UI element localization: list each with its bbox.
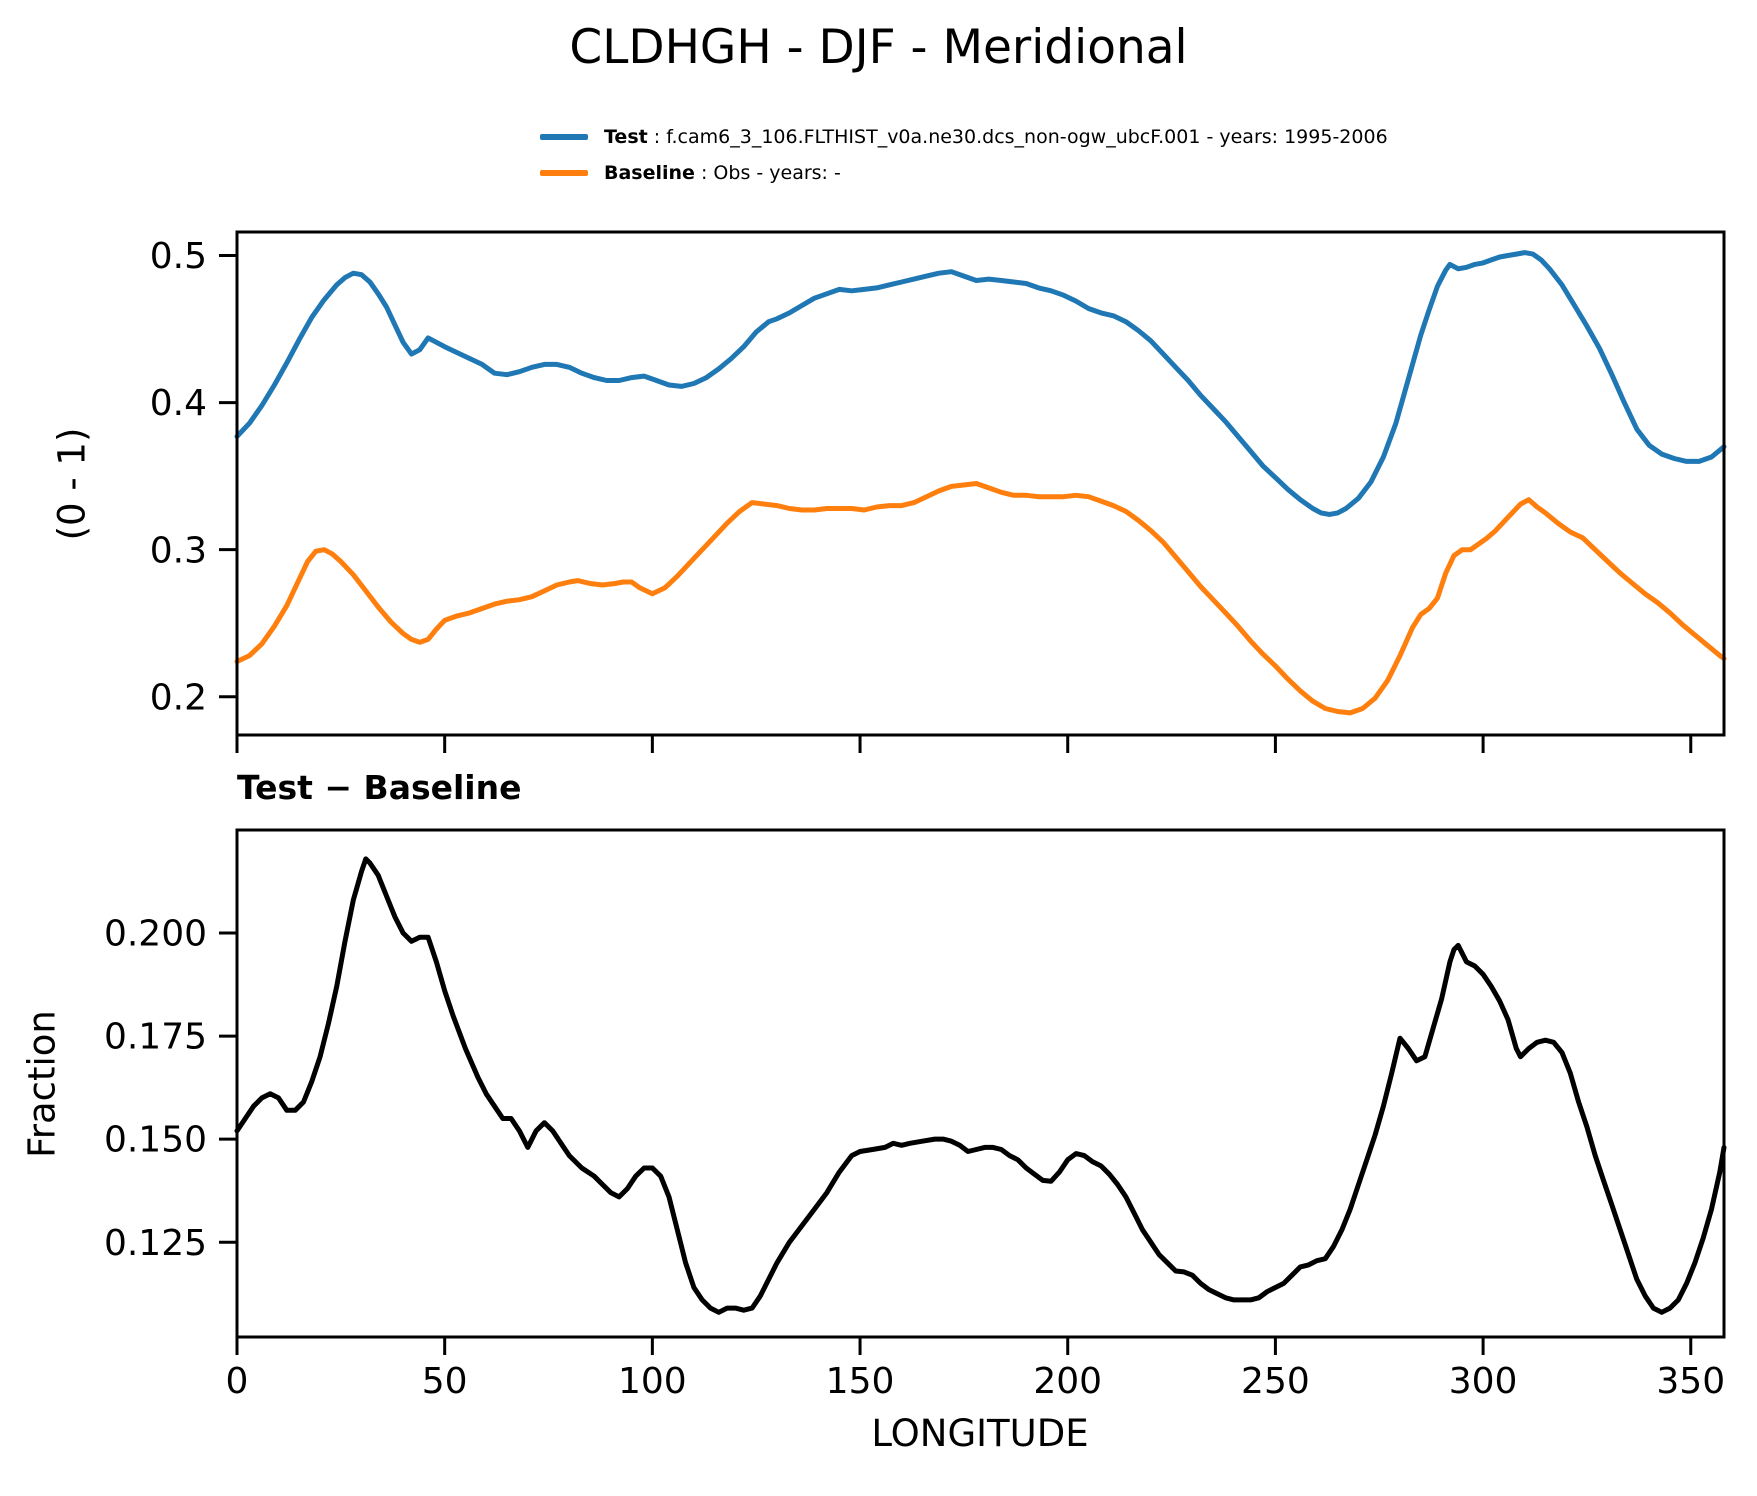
legend-test-name: Test: [604, 126, 648, 148]
top-plot: 0.2 0.3 0.4 0.5: [150, 230, 1727, 753]
y-tick-label: 0.175: [104, 1017, 207, 1058]
y-tick-label: 0.150: [104, 1120, 207, 1161]
series-line-baseline: [234, 481, 1727, 716]
y-tick-label: 0.5: [150, 236, 207, 277]
x-axis-label: LONGITUDE: [0, 1412, 1757, 1455]
series-line-test: [234, 250, 1727, 517]
legend: Test : f.cam6_3_106.FLTHIST_v0a.ne30.dcs…: [540, 119, 1388, 191]
x-tick-label: 200: [1033, 1361, 1102, 1402]
test-line-swatch: [540, 134, 588, 140]
bottom-plot-ylabel: Fraction: [20, 1010, 64, 1158]
legend-test-description: f.cam6_3_106.FLTHIST_v0a.ne30.dcs_non-og…: [666, 126, 1388, 148]
series-line-test-baseline: [234, 856, 1727, 1315]
legend-baseline-name: Baseline: [604, 162, 695, 184]
top-plot-ylabel: (0 - 1): [50, 427, 94, 541]
x-tick-label: 0: [226, 1361, 249, 1402]
figure-title: CLDHGH - DJF - Meridional: [569, 20, 1188, 75]
x-tick-label: 150: [826, 1361, 895, 1402]
y-tick-label: 0.200: [104, 914, 207, 955]
legend-entry-test-label: Test : f.cam6_3_106.FLTHIST_v0a.ne30.dcs…: [604, 126, 1388, 148]
x-tick-label: 350: [1656, 1361, 1725, 1402]
x-tick-label: 300: [1449, 1361, 1518, 1402]
y-tick-label: 0.125: [104, 1223, 207, 1264]
bottom-plot-title: Test − Baseline: [237, 768, 522, 807]
x-tick-label: 250: [1241, 1361, 1310, 1402]
legend-baseline-separator: :: [694, 162, 714, 184]
x-tick-label: 100: [618, 1361, 687, 1402]
axes-spines: [235, 230, 1726, 737]
legend-test-separator: :: [647, 126, 667, 148]
baseline-line-swatch: [540, 170, 588, 176]
axes-spines: [235, 828, 1726, 1339]
x-tick-label: 50: [422, 1361, 468, 1402]
legend-entry-baseline: Baseline : Obs - years: -: [540, 155, 1388, 191]
y-tick-label: 0.2: [150, 677, 207, 718]
y-tick-label: 0.3: [150, 530, 207, 571]
x-axis-label-text: LONGITUDE: [871, 1412, 1089, 1455]
legend-entry-test: Test : f.cam6_3_106.FLTHIST_v0a.ne30.dcs…: [540, 119, 1388, 155]
legend-entry-baseline-label: Baseline : Obs - years: -: [604, 162, 841, 184]
bottom-plot: 0 50 100 150 200 250 300 350 0.125 0.150 0.175 0.20…: [104, 828, 1727, 1402]
y-tick-label: 0.4: [150, 383, 207, 424]
legend-baseline-description: Obs - years: -: [713, 162, 841, 184]
